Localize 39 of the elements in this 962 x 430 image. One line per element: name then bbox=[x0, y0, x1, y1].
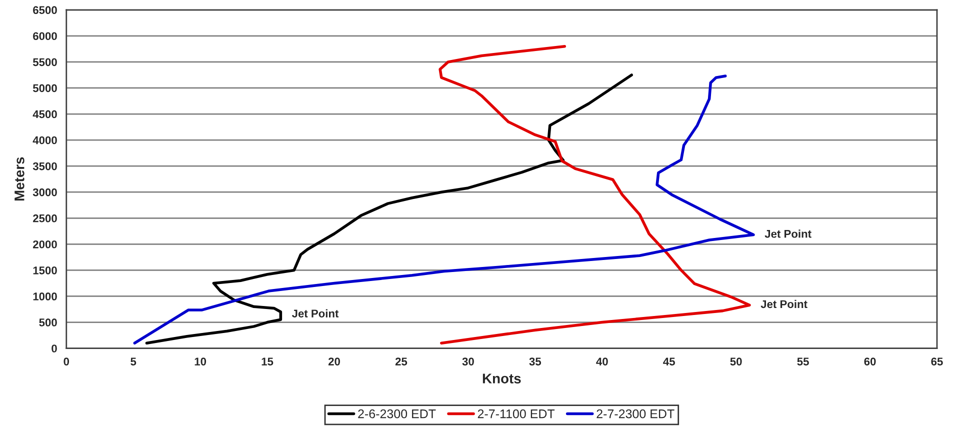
x-tick-label: 5 bbox=[130, 358, 136, 366]
legend-label: 2-6-2300 EDT bbox=[358, 409, 436, 418]
y-tick-label: 4500 bbox=[32, 110, 57, 118]
line-series bbox=[133, 74, 755, 344]
x-tick-label: 45 bbox=[663, 358, 675, 366]
x-tick-label: 60 bbox=[864, 358, 876, 366]
x-tick-label: 35 bbox=[529, 358, 542, 366]
line-series bbox=[145, 74, 633, 344]
x-tick-label: 30 bbox=[462, 358, 474, 366]
y-tick-label: 6500 bbox=[33, 6, 57, 14]
annotation: Jet Point bbox=[292, 309, 339, 318]
y-tick-label: 1500 bbox=[33, 266, 57, 274]
y-tick-label: 1000 bbox=[33, 292, 57, 300]
annotation: Jet Point bbox=[764, 230, 812, 238]
annotation: Jet Point bbox=[760, 300, 808, 308]
y-tick-label: 4000 bbox=[32, 136, 57, 144]
x-tick-label: 40 bbox=[596, 358, 608, 366]
y-tick-label: 500 bbox=[39, 318, 57, 326]
x-tick-label: 65 bbox=[931, 358, 943, 366]
x-tick-label: 15 bbox=[262, 358, 274, 366]
y-axis-title: Meters bbox=[14, 157, 24, 201]
x-tick-label: 55 bbox=[797, 358, 809, 366]
legend-label: 2-7-2300 EDT bbox=[596, 409, 674, 418]
x-tick-label: 0 bbox=[64, 358, 70, 366]
x-tick-label: 25 bbox=[395, 358, 408, 366]
y-tick-label: 0 bbox=[52, 344, 57, 352]
y-tick-label: 6000 bbox=[33, 32, 57, 40]
y-tick-label: 5000 bbox=[32, 84, 57, 92]
y-tick-label: 5500 bbox=[32, 58, 57, 66]
legend-label: 2-7-1100 EDT bbox=[478, 409, 555, 418]
y-tick-label: 2500 bbox=[33, 214, 57, 222]
x-tick-label: 20 bbox=[328, 358, 340, 366]
x-tick-label: 10 bbox=[194, 358, 206, 366]
y-tick-label: 3000 bbox=[32, 188, 57, 196]
x-tick-label: 50 bbox=[730, 358, 742, 366]
y-tick-label: 3500 bbox=[32, 162, 57, 170]
y-tick-label: 2000 bbox=[33, 240, 57, 248]
x-axis-title: Knots bbox=[482, 374, 521, 384]
line-series bbox=[438, 44, 751, 344]
